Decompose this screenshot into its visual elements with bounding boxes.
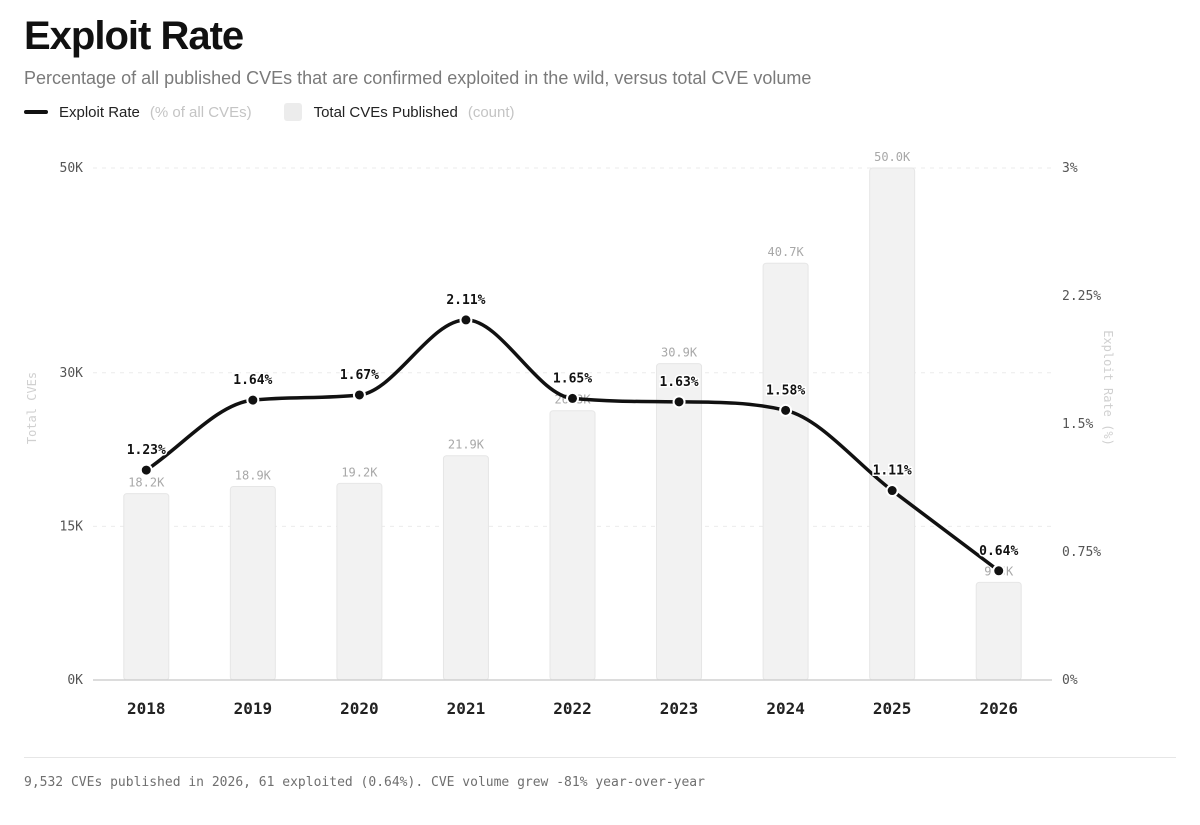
exploit-rate-point (672, 395, 686, 409)
exploit-rate-point (566, 391, 579, 405)
bar (869, 167, 916, 681)
x-tick-label: 2018 (127, 699, 166, 718)
exploit-rate-point (992, 564, 1006, 578)
bar-value-label: 21.9K (448, 438, 485, 452)
y-right-tick-label: 2.25% (1062, 289, 1101, 304)
y-right-tick-label: 0% (1062, 673, 1078, 688)
bar-value-label: 19.2K (341, 465, 378, 479)
x-tick-label: 2026 (979, 699, 1018, 718)
x-tick-label: 2020 (340, 699, 379, 718)
bar (442, 455, 489, 681)
bar (336, 482, 383, 681)
y-left-tick-label: 15K (60, 519, 84, 534)
x-tick-label: 2021 (447, 699, 486, 718)
exploit-rate-label: 1.65% (553, 371, 592, 386)
legend-item-total-cves[interactable]: Total CVEs Published (count) (283, 103, 515, 121)
y-left-axis-title: Total CVEs (25, 372, 39, 444)
exploit-rate-label: 1.11% (873, 464, 912, 479)
x-tick-label: 2019 (234, 699, 273, 718)
y-left-tick-label: 50K (60, 161, 84, 176)
legend-unit-exploit-rate: (% of all CVEs) (149, 103, 252, 121)
bar (123, 493, 170, 681)
footer-divider (24, 757, 1176, 758)
exploit-rate-point (246, 393, 260, 407)
legend: Exploit Rate (% of all CVEs) Total CVEs … (24, 103, 547, 121)
bar (656, 363, 703, 681)
exploit-rate-point (352, 388, 366, 402)
bar-value-label: 40.7K (768, 245, 805, 259)
bar-value-label: 30.9K (661, 346, 698, 360)
exploit-rate-point (779, 403, 793, 417)
chart-subtitle: Percentage of all published CVEs that ar… (24, 68, 812, 88)
x-tick-label: 2022 (553, 699, 592, 718)
exploit-rate-point (139, 463, 153, 477)
legend-unit-total-cves: (count) (467, 103, 515, 121)
exploit-rate-point (459, 313, 473, 327)
y-right-axis-title: Exploit Rate (%) (1101, 330, 1115, 446)
x-tick-label: 2023 (660, 699, 699, 718)
x-tick-label: 2025 (873, 699, 912, 718)
bar-swatch-icon (283, 103, 302, 121)
exploit-rate-label: 1.63% (659, 375, 698, 390)
exploit-rate-label: 1.67% (340, 368, 379, 383)
bar (229, 485, 276, 681)
exploit-rate-point (885, 484, 899, 498)
exploit-rate-label: 2.11% (446, 293, 485, 308)
y-left-tick-label: 0K (67, 673, 83, 688)
y-left-tick-label: 30K (60, 366, 84, 381)
exploit-rate-label: 1.23% (127, 443, 166, 458)
footer-note: 9,532 CVEs published in 2026, 61 exploit… (24, 775, 705, 790)
bar (975, 581, 1022, 681)
y-right-tick-label: 0.75% (1062, 545, 1101, 560)
line-swatch-icon (24, 110, 48, 114)
x-tick-label: 2024 (766, 699, 805, 718)
exploit-rate-label: 1.64% (233, 373, 272, 388)
bar (762, 262, 809, 681)
y-right-tick-label: 1.5% (1062, 417, 1093, 432)
bar-value-label: 50.0K (874, 150, 911, 164)
bar (549, 410, 596, 681)
exploit-rate-label: 0.64% (979, 544, 1018, 559)
bar-value-label: 18.2K (128, 476, 165, 490)
y-right-tick-label: 3% (1062, 161, 1078, 176)
exploit-rate-label: 1.58% (766, 383, 805, 398)
legend-label-exploit-rate: Exploit Rate (59, 103, 140, 121)
exploit-rate-chart: 0K 15K 30K 50K 0% 0.75% 1.5% 2.25% 3% Total CVEs E… (25, 150, 1115, 718)
bar-value-label: 18.9K (235, 468, 272, 482)
legend-label-total-cves: Total CVEs Published (313, 103, 458, 121)
legend-item-exploit-rate[interactable]: Exploit Rate (% of all CVEs) (24, 104, 252, 121)
chart-title: Exploit Rate (24, 14, 244, 58)
